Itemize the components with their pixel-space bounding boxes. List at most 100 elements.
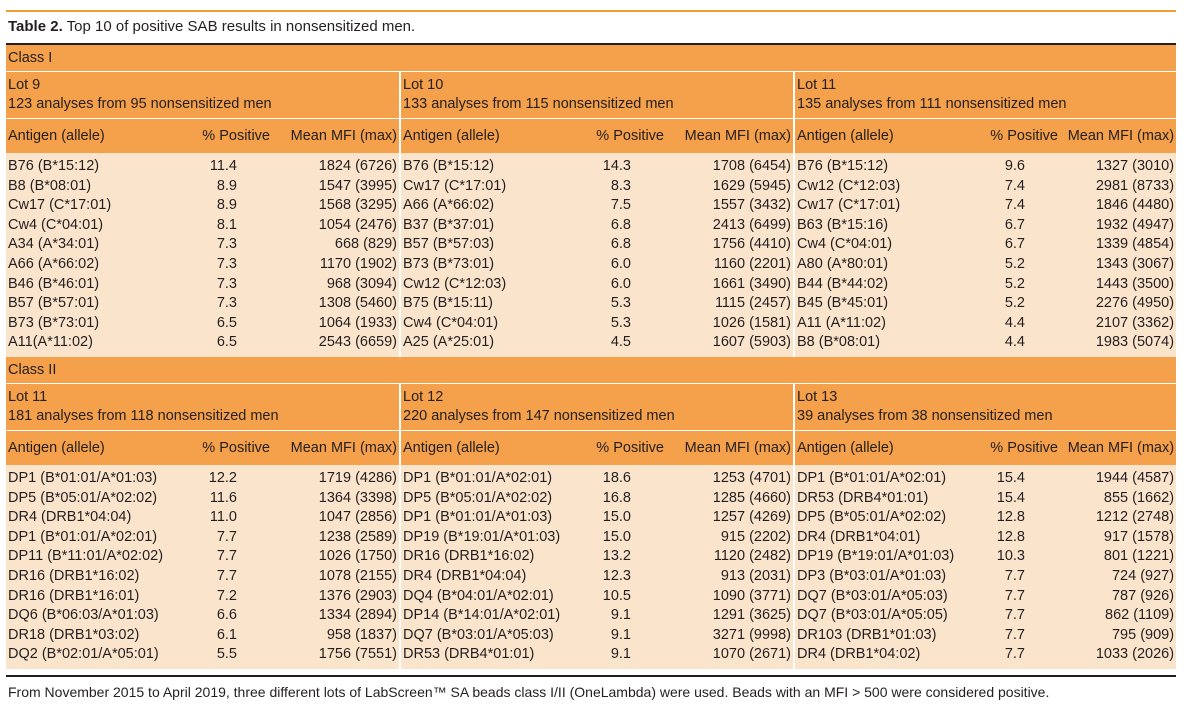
table-caption: Table 2. Top 10 of positive SAB results … bbox=[8, 18, 415, 35]
antigen-cell: DQ7 (B*03:01/A*05:05) bbox=[793, 606, 976, 626]
mfi-cell: 1846 (4480) bbox=[1060, 196, 1177, 216]
mfi-cell: 1443 (3500) bbox=[1060, 274, 1177, 295]
antigen-cell: DP19 (B*19:01/A*01:03) bbox=[399, 527, 582, 548]
antigen-cell: DR18 (DRB1*03:02) bbox=[6, 625, 188, 646]
antigen-cell: DQ6 (B*06:03/A*01:03) bbox=[6, 606, 188, 626]
positive-cell: 18.6 bbox=[582, 464, 666, 489]
positive-cell: 6.1 bbox=[188, 625, 272, 646]
mfi-cell: 1078 (2155) bbox=[272, 566, 400, 587]
positive-cell: 15.0 bbox=[582, 527, 666, 548]
antigen-cell: Cw17 (C*17:01) bbox=[793, 196, 976, 216]
antigen-cell: B44 (B*44:02) bbox=[793, 274, 976, 295]
lot-subtitle: 135 analyses from 111 nonsensitized men bbox=[797, 96, 1067, 112]
antigen-cell: DP14 (B*14:01/A*02:01) bbox=[399, 606, 582, 626]
antigen-cell: B45 (B*45:01) bbox=[793, 294, 976, 314]
mfi-cell: 1291 (3625) bbox=[666, 606, 794, 626]
antigen-cell: DP5 (B*05:01/A*02:02) bbox=[6, 488, 188, 509]
column-header-positive: % Positive bbox=[582, 118, 666, 153]
mfi-cell: 1547 (3995) bbox=[272, 176, 400, 197]
antigen-cell: DP1 (B*01:01/A*02:01) bbox=[793, 464, 976, 489]
mfi-cell: 1026 (1750) bbox=[272, 547, 400, 567]
column-header-positive: % Positive bbox=[976, 118, 1060, 153]
mfi-cell: 1090 (3771) bbox=[666, 586, 794, 607]
lot-subtitle: 39 analyses from 38 nonsensitized men bbox=[797, 407, 1053, 424]
positive-cell: 8.1 bbox=[188, 215, 272, 236]
positive-cell: 5.5 bbox=[188, 645, 272, 669]
table-row: DR4 (DRB1*04:04) 11.0 1047 (2856) DP1 (B*01… bbox=[6, 508, 1177, 528]
mfi-cell: 1170 (1902) bbox=[272, 254, 400, 275]
antigen-cell: A80 (A*80:01) bbox=[793, 254, 976, 275]
positive-cell: 5.2 bbox=[976, 294, 1060, 314]
mfi-cell: 2276 (4950) bbox=[1060, 294, 1177, 314]
table-row: DQ6 (B*06:03/A*01:03) 6.6 1334 (2894) DP14 … bbox=[6, 606, 1177, 626]
positive-cell: 6.8 bbox=[582, 215, 666, 236]
class-label: Class II bbox=[6, 356, 1177, 384]
table-caption-text: Top 10 of positive SAB results in nonsen… bbox=[62, 18, 416, 35]
lot-title: Lot 13 bbox=[797, 388, 838, 405]
positive-cell: 12.2 bbox=[188, 464, 272, 489]
mfi-cell: 1708 (6454) bbox=[666, 153, 794, 177]
positive-cell: 7.7 bbox=[188, 566, 272, 587]
table-row: DP1 (B*01:01/A*01:03) 12.2 1719 (4286) DP1 … bbox=[6, 464, 1177, 489]
column-header-antigen: Antigen (allele) bbox=[793, 118, 976, 153]
mfi-cell: 917 (1578) bbox=[1060, 527, 1177, 548]
lot-subtitle: 133 analyses from 115 nonsensitized men bbox=[403, 96, 674, 112]
positive-cell: 9.1 bbox=[582, 625, 666, 646]
positive-cell: 6.6 bbox=[188, 606, 272, 626]
mfi-cell: 787 (926) bbox=[1060, 586, 1177, 607]
mfi-cell: 1115 (2457) bbox=[666, 294, 794, 314]
antigen-cell: DP19 (B*19:01/A*01:03) bbox=[793, 547, 976, 567]
table-footnote: From November 2015 to April 2019, three … bbox=[8, 684, 1050, 700]
mfi-cell: 1568 (3295) bbox=[272, 196, 400, 216]
positive-cell: 16.8 bbox=[582, 488, 666, 509]
positive-cell: 7.3 bbox=[188, 254, 272, 275]
column-header-antigen: Antigen (allele) bbox=[399, 118, 582, 153]
antigen-cell: DQ4 (B*04:01/A*02:01) bbox=[399, 586, 582, 607]
mfi-cell: 1285 (4660) bbox=[666, 488, 794, 509]
lot-header: Lot 10 133 analyses from 115 nonsensitize… bbox=[399, 71, 794, 119]
lot-header: Lot 12 220 analyses from 147 nonsensitize… bbox=[399, 382, 794, 431]
mfi-cell: 1064 (1933) bbox=[272, 313, 400, 334]
table-row: DR18 (DRB1*03:02) 6.1 958 (1837) DQ7 (B*03:… bbox=[6, 625, 1177, 646]
positive-cell: 6.8 bbox=[582, 235, 666, 255]
mfi-cell: 1629 (5945) bbox=[666, 176, 794, 197]
positive-cell: 15.4 bbox=[976, 464, 1060, 489]
positive-cell: 7.4 bbox=[976, 196, 1060, 216]
antigen-cell: DR16 (DRB1*16:01) bbox=[6, 586, 188, 607]
lot-title: Lot 9 bbox=[8, 77, 41, 93]
mfi-cell: 1661 (3490) bbox=[666, 274, 794, 295]
mfi-cell: 1047 (2856) bbox=[272, 508, 400, 528]
positive-cell: 7.2 bbox=[188, 586, 272, 607]
positive-cell: 9.1 bbox=[582, 645, 666, 669]
antigen-cell: DR16 (DRB1*16:02) bbox=[6, 566, 188, 587]
lot-subtitle: 181 analyses from 118 nonsensitized men bbox=[8, 407, 279, 424]
positive-cell: 11.0 bbox=[188, 508, 272, 528]
lot-header: Lot 11 181 analyses from 118 nonsensitize… bbox=[6, 382, 400, 431]
antigen-cell: DP1 (B*01:01/A*01:03) bbox=[399, 508, 582, 528]
antigen-cell: DR53 (DRB4*01:01) bbox=[399, 645, 582, 669]
antigen-cell: DR16 (DRB1*16:02) bbox=[399, 547, 582, 567]
positive-cell: 10.3 bbox=[976, 547, 1060, 567]
antigen-cell: DQ7 (B*03:01/A*05:03) bbox=[793, 586, 976, 607]
positive-cell: 11.4 bbox=[188, 153, 272, 177]
lot-title: Lot 12 bbox=[403, 388, 444, 405]
antigen-cell: B8 (B*08:01) bbox=[6, 176, 188, 197]
mfi-cell: 1308 (5460) bbox=[272, 294, 400, 314]
mfi-cell: 2981 (8733) bbox=[1060, 176, 1177, 197]
antigen-cell: B76 (B*15:12) bbox=[6, 153, 188, 177]
positive-cell: 7.7 bbox=[976, 625, 1060, 646]
positive-cell: 6.5 bbox=[188, 333, 272, 357]
mfi-cell: 1932 (4947) bbox=[1060, 215, 1177, 236]
antigen-cell: DP1 (B*01:01/A*02:01) bbox=[6, 527, 188, 548]
mfi-cell: 1257 (4269) bbox=[666, 508, 794, 528]
lot-header-row: Lot 11 181 analyses from 118 nonsensitize… bbox=[6, 382, 1177, 431]
mfi-cell: 1238 (2589) bbox=[272, 527, 400, 548]
column-header-mfi: Mean MFI (max) bbox=[1060, 118, 1177, 153]
table-row: DP5 (B*05:01/A*02:02) 11.6 1364 (3398) DP5 … bbox=[6, 488, 1177, 509]
mfi-cell: 2107 (3362) bbox=[1060, 313, 1177, 334]
mfi-cell: 862 (1109) bbox=[1060, 606, 1177, 626]
mfi-cell: 855 (1662) bbox=[1060, 488, 1177, 509]
mfi-cell: 1607 (5903) bbox=[666, 333, 794, 357]
antigen-cell: DR4 (DRB1*04:02) bbox=[793, 645, 976, 669]
lot-header-row: Lot 9 123 analyses from 95 nonsensitized … bbox=[6, 71, 1177, 119]
